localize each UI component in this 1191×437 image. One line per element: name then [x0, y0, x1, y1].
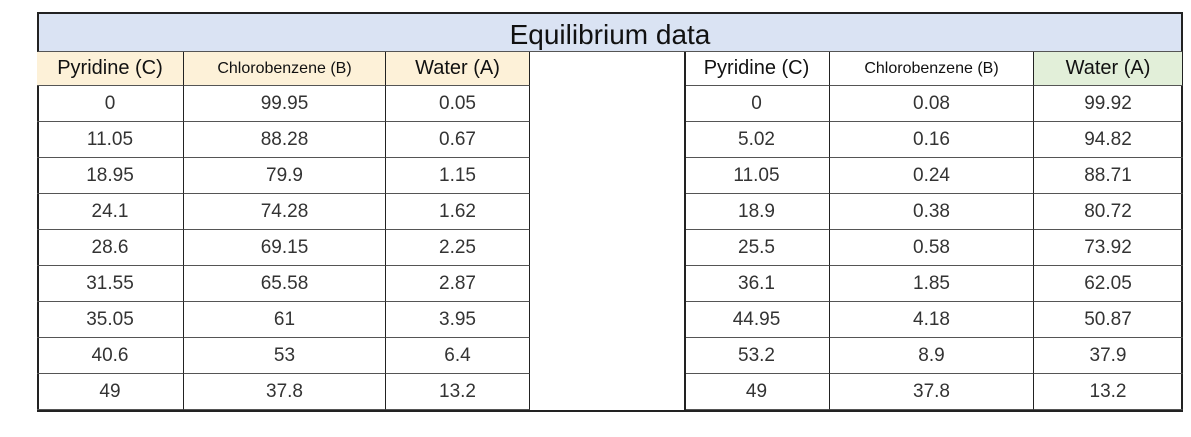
- table-cell: 18.95: [37, 158, 184, 194]
- table-cell: 74.28: [184, 194, 386, 230]
- table-cell: 37.8: [830, 374, 1034, 410]
- table-cell: 50.87: [1034, 302, 1183, 338]
- table-cell: 31.55: [37, 266, 184, 302]
- table-title: Equilibrium data: [37, 12, 1183, 52]
- table-cell: 28.6: [37, 230, 184, 266]
- column-header: Water (A): [386, 52, 530, 86]
- table-cell: 3.95: [386, 302, 530, 338]
- table-cell: 69.15: [184, 230, 386, 266]
- table-cell: 0: [684, 86, 830, 122]
- table-cell: 11.05: [37, 122, 184, 158]
- table-cell: 24.1: [37, 194, 184, 230]
- table-cell: 5.02: [684, 122, 830, 158]
- table-cell: 4.18: [830, 302, 1034, 338]
- table-cell: 99.95: [184, 86, 386, 122]
- table-cell: 0: [37, 86, 184, 122]
- table-cell: 88.71: [1034, 158, 1183, 194]
- table-cell: 0.38: [830, 194, 1034, 230]
- column-header: Water (A): [1034, 52, 1183, 86]
- table-cell: 79.9: [184, 158, 386, 194]
- table-cell: 94.82: [1034, 122, 1183, 158]
- column-header: Chlorobenzene (B): [184, 52, 386, 86]
- table-cell: 73.92: [1034, 230, 1183, 266]
- column-header: Chlorobenzene (B): [830, 52, 1034, 86]
- table-cell: 8.9: [830, 338, 1034, 374]
- table-cell: 88.28: [184, 122, 386, 158]
- table-cell: 36.1: [684, 266, 830, 302]
- table-cell: 0.16: [830, 122, 1034, 158]
- table-cell: 0.67: [386, 122, 530, 158]
- table-cell: 35.05: [37, 302, 184, 338]
- column-header: Pyridine (C): [37, 52, 184, 86]
- table-cell: 13.2: [386, 374, 530, 410]
- table-cell: 0.08: [830, 86, 1034, 122]
- table-cell: 11.05: [684, 158, 830, 194]
- table-cell: 0.58: [830, 230, 1034, 266]
- table-cell: 37.9: [1034, 338, 1183, 374]
- table-cell: 44.95: [684, 302, 830, 338]
- table-cell: 0.24: [830, 158, 1034, 194]
- table-cell: 18.9: [684, 194, 830, 230]
- table-cell: 49: [37, 374, 184, 410]
- table-cell: 40.6: [37, 338, 184, 374]
- table-cell: 80.72: [1034, 194, 1183, 230]
- table-cell: 62.05: [1034, 266, 1183, 302]
- table-cell: 1.15: [386, 158, 530, 194]
- table-border: [684, 52, 686, 410]
- table-cell: 65.58: [184, 266, 386, 302]
- table-cell: 53: [184, 338, 386, 374]
- table-cell: 13.2: [1034, 374, 1183, 410]
- table-cell: 61: [184, 302, 386, 338]
- table-cell: 2.25: [386, 230, 530, 266]
- table-cell: 99.92: [1034, 86, 1183, 122]
- column-header: Pyridine (C): [684, 52, 830, 86]
- table-cell: 1.62: [386, 194, 530, 230]
- table-cell: 49: [684, 374, 830, 410]
- table-cell: 2.87: [386, 266, 530, 302]
- table-cell: 6.4: [386, 338, 530, 374]
- gap-column: [530, 52, 685, 411]
- table-cell: 0.05: [386, 86, 530, 122]
- table-cell: 53.2: [684, 338, 830, 374]
- table-cell: 25.5: [684, 230, 830, 266]
- table-cell: 1.85: [830, 266, 1034, 302]
- table-cell: 37.8: [184, 374, 386, 410]
